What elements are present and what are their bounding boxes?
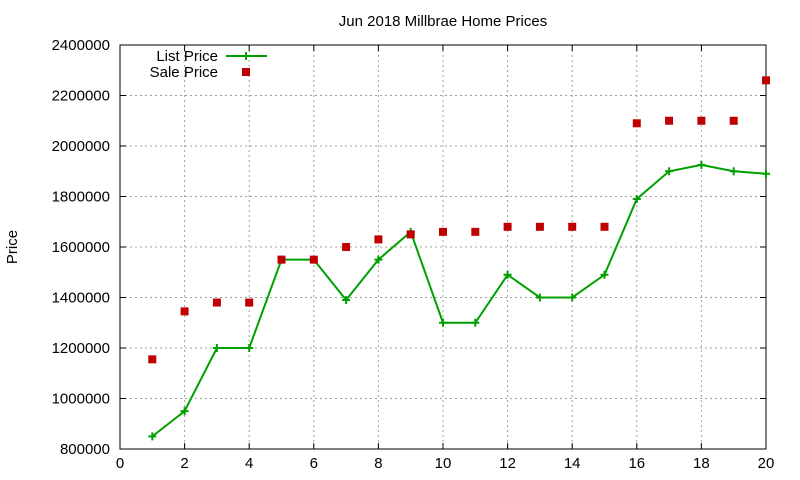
legend-sample <box>242 68 250 76</box>
y-tick-label: 1800000 <box>52 189 110 206</box>
data-point <box>309 255 318 264</box>
y-tick-label: 2200000 <box>52 88 110 105</box>
series <box>148 76 770 441</box>
data-point <box>342 296 351 305</box>
x-tick-label: 16 <box>628 455 645 472</box>
data-point <box>697 116 706 125</box>
data-point <box>665 116 674 125</box>
x-tick-label: 20 <box>758 455 775 472</box>
y-tick-label: 2000000 <box>52 138 110 155</box>
chart-title: Jun 2018 Millbrae Home Prices <box>339 13 547 30</box>
y-tick-label: 800000 <box>60 441 110 458</box>
data-point <box>697 160 706 169</box>
data-point <box>439 318 447 327</box>
data-point <box>180 307 189 316</box>
data-point <box>535 222 544 231</box>
data-point <box>535 293 544 302</box>
data-point <box>148 432 157 441</box>
data-point <box>471 318 480 327</box>
data-point <box>503 222 512 231</box>
data-point <box>729 167 738 176</box>
x-tick-label: 0 <box>116 455 124 472</box>
x-tick-label: 2 <box>180 455 188 472</box>
data-point <box>439 227 447 236</box>
data-point <box>406 230 415 239</box>
data-point <box>762 76 770 85</box>
data-point <box>600 270 609 279</box>
data-point <box>568 222 577 231</box>
data-point <box>665 167 674 176</box>
y-tick-label: 1000000 <box>52 391 110 408</box>
data-point <box>568 293 577 302</box>
data-point <box>632 195 641 204</box>
data-point <box>180 407 189 416</box>
data-point <box>762 169 770 178</box>
data-point <box>503 270 512 279</box>
grid <box>120 45 766 449</box>
series-line <box>151 163 767 438</box>
y-tick-label: 1600000 <box>52 239 110 256</box>
data-point <box>342 243 351 251</box>
data-point <box>632 119 641 128</box>
axes: 0 2 4 6 8 10 12 14 16 18 20 800000 1000000 1200000 140… <box>52 37 775 472</box>
data-point <box>729 116 738 125</box>
data-point <box>245 298 254 307</box>
legend-label: Sale Price <box>150 64 218 81</box>
data-point <box>148 355 157 364</box>
x-tick-label: 4 <box>245 455 253 472</box>
legend-sample <box>226 52 267 60</box>
data-point <box>600 222 609 231</box>
data-point <box>374 235 383 244</box>
data-point <box>212 298 221 307</box>
y-tick-label: 2400000 <box>52 37 110 54</box>
legend-marker <box>242 68 250 76</box>
legend-label: List Price <box>156 48 218 65</box>
y-tick-label: 1400000 <box>52 290 110 307</box>
data-point <box>245 344 254 352</box>
data-point <box>471 227 480 236</box>
data-point <box>374 255 383 264</box>
y-axis-label: Price <box>4 230 21 264</box>
x-tick-label: 18 <box>693 455 710 472</box>
x-tick-label: 12 <box>499 455 516 472</box>
y-tick-label: 1200000 <box>52 340 110 357</box>
x-tick-label: 6 <box>310 455 318 472</box>
x-tick-label: 10 <box>435 455 452 472</box>
data-point <box>277 255 286 264</box>
series-sale-price <box>148 76 770 364</box>
x-tick-label: 8 <box>374 455 382 472</box>
data-point <box>212 344 221 352</box>
x-tick-label: 14 <box>564 455 581 472</box>
